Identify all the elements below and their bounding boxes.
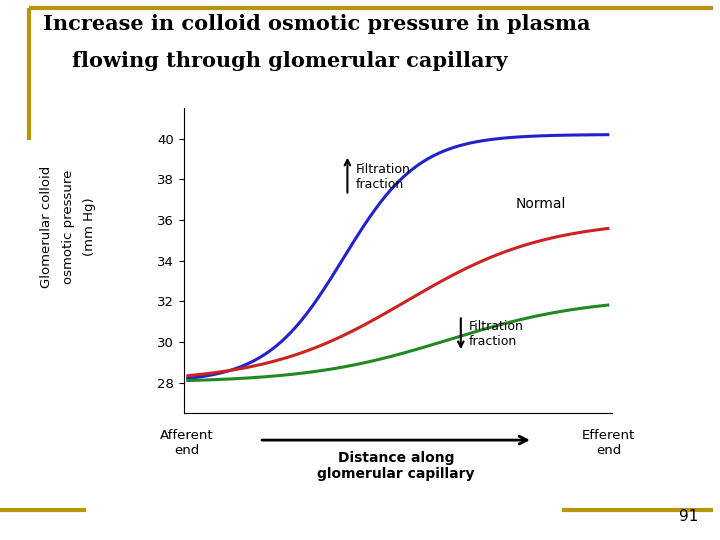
Text: Efferent
end: Efferent end xyxy=(582,429,635,457)
Text: Filtration
fraction: Filtration fraction xyxy=(356,163,410,191)
Text: (mm Hg): (mm Hg) xyxy=(84,198,96,256)
Text: Glomerular colloid: Glomerular colloid xyxy=(40,166,53,288)
Text: osmotic pressure: osmotic pressure xyxy=(62,170,75,284)
Text: Increase in colloid osmotic pressure in plasma: Increase in colloid osmotic pressure in … xyxy=(43,14,590,33)
Text: Normal: Normal xyxy=(516,197,566,211)
Text: 91: 91 xyxy=(679,509,698,524)
Text: Afferent
end: Afferent end xyxy=(161,429,214,457)
Text: Filtration
fraction: Filtration fraction xyxy=(469,320,524,348)
Text: Distance along
glomerular capillary: Distance along glomerular capillary xyxy=(318,451,474,481)
Text: flowing through glomerular capillary: flowing through glomerular capillary xyxy=(43,51,508,71)
